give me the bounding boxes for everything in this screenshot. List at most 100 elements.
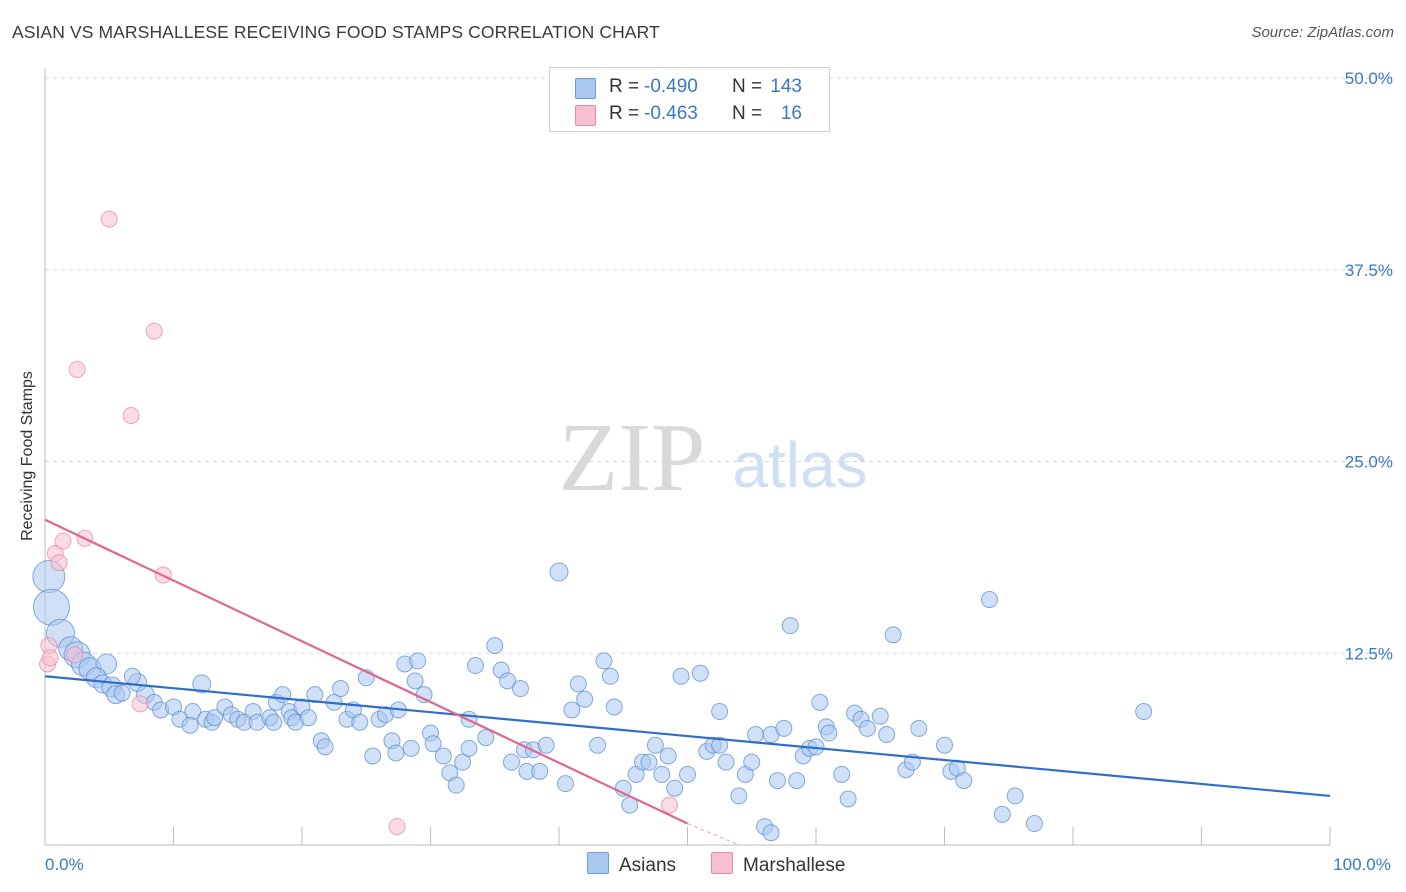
asian-point bbox=[1006, 787, 1024, 805]
correlation-legend: R = -0.490 N = 143 R = -0.463 N = 16 bbox=[549, 67, 830, 132]
asian-point bbox=[531, 762, 549, 780]
asian-point bbox=[781, 617, 799, 635]
asian-point bbox=[477, 729, 495, 747]
asian-point bbox=[884, 626, 902, 644]
asian-point bbox=[659, 747, 677, 765]
asian-point bbox=[113, 684, 131, 702]
marshallese-swatch bbox=[575, 105, 596, 126]
asian-point bbox=[666, 779, 684, 797]
asian-point bbox=[486, 637, 504, 655]
asian-point bbox=[316, 738, 334, 756]
asian-point bbox=[123, 667, 141, 685]
legend-item-marshallese[interactable]: Marshallese bbox=[711, 852, 845, 877]
asian-point bbox=[387, 744, 405, 762]
asian-point bbox=[192, 674, 212, 694]
n-label: N = bbox=[732, 76, 763, 97]
asian-point bbox=[820, 724, 838, 742]
asian-point bbox=[833, 765, 851, 783]
asians-trend-line bbox=[44, 675, 1331, 798]
asian-point bbox=[502, 753, 520, 771]
asian-point bbox=[402, 739, 420, 757]
asian-point bbox=[299, 709, 317, 727]
asian-point bbox=[839, 790, 857, 808]
asian-point bbox=[556, 775, 574, 793]
asian-point bbox=[549, 562, 569, 582]
legend-row-marshallese: R = -0.463 N = 16 bbox=[550, 101, 829, 128]
asian-point bbox=[460, 739, 478, 757]
asian-point bbox=[406, 672, 424, 690]
asians-legend-swatch bbox=[587, 852, 609, 874]
asian-point bbox=[563, 701, 581, 719]
asian-point bbox=[871, 707, 889, 725]
asian-point bbox=[306, 686, 324, 704]
asian-point bbox=[878, 726, 896, 744]
marshallese-point bbox=[122, 406, 140, 424]
asian-point bbox=[858, 719, 876, 737]
tick-labels: 12.5% 25.0% 37.5% 50.0% 0.0% 100.0% bbox=[45, 69, 1393, 874]
y-tick-label: 25.0% bbox=[1345, 453, 1393, 472]
asian-point bbox=[466, 657, 484, 675]
asian-point bbox=[595, 652, 613, 670]
asian-point bbox=[691, 664, 709, 682]
marshallese-points bbox=[39, 210, 679, 836]
marshallese-trend-line bbox=[44, 518, 688, 825]
marshallese-point bbox=[388, 818, 406, 836]
asian-point bbox=[955, 772, 973, 790]
asian-point bbox=[447, 776, 465, 794]
y-tick-label: 37.5% bbox=[1345, 261, 1393, 280]
marshallese-legend-swatch bbox=[711, 852, 733, 874]
asian-point bbox=[747, 726, 765, 744]
asian-point bbox=[811, 693, 829, 711]
asian-point bbox=[576, 690, 594, 708]
asian-point bbox=[364, 747, 382, 765]
source-label: Source: ZipAtlas.com bbox=[1251, 24, 1394, 41]
asian-point bbox=[537, 736, 555, 754]
r-value: -0.490 bbox=[644, 76, 698, 97]
r-value: -0.463 bbox=[644, 103, 698, 124]
x-tick-label: 0.0% bbox=[45, 855, 84, 874]
axes bbox=[44, 68, 1331, 846]
marshallese-point bbox=[661, 796, 679, 814]
asian-point bbox=[775, 719, 793, 737]
marshallese-point bbox=[66, 646, 84, 664]
asian-point bbox=[409, 652, 427, 670]
asian-point bbox=[640, 753, 658, 771]
asian-point bbox=[711, 703, 729, 721]
marshallese-point bbox=[41, 649, 59, 667]
marshallese-legend-label: Marshallese bbox=[743, 855, 846, 876]
asian-point bbox=[351, 713, 369, 731]
asian-point bbox=[762, 824, 780, 842]
n-value: 16 bbox=[780, 103, 802, 124]
marshallese-point bbox=[54, 532, 72, 550]
asian-point bbox=[265, 713, 283, 731]
x-tick-label: 100.0% bbox=[1333, 855, 1391, 874]
n-label: N = bbox=[732, 103, 763, 124]
asian-point bbox=[980, 591, 998, 609]
asian-point bbox=[743, 753, 761, 771]
asian-point bbox=[717, 753, 735, 771]
asians-legend-label: Asians bbox=[619, 855, 677, 876]
legend-row-asians: R = -0.490 N = 143 bbox=[550, 74, 829, 101]
asian-point bbox=[511, 680, 529, 698]
asian-point bbox=[768, 772, 786, 790]
asian-point bbox=[672, 667, 690, 685]
asian-point bbox=[993, 805, 1011, 823]
asian-point bbox=[788, 772, 806, 790]
gridlines bbox=[45, 77, 1392, 654]
asian-point bbox=[730, 787, 748, 805]
asian-point bbox=[936, 736, 953, 754]
trend-lines bbox=[44, 518, 1331, 846]
chart-title: ASIAN VS MARSHALLESE RECEIVING FOOD STAM… bbox=[12, 22, 660, 42]
asian-point bbox=[415, 686, 433, 704]
y-tick-label: 12.5% bbox=[1345, 644, 1393, 663]
marshallese-point bbox=[100, 210, 118, 228]
legend-item-asians[interactable]: Asians bbox=[587, 852, 676, 877]
asian-point bbox=[424, 735, 442, 753]
asian-point bbox=[569, 675, 587, 693]
asian-point bbox=[454, 753, 472, 771]
asian-point bbox=[206, 709, 224, 727]
watermark-zip: ZIP bbox=[559, 404, 706, 512]
y-tick-label: 50.0% bbox=[1345, 69, 1393, 88]
marshallese-point bbox=[145, 322, 163, 340]
